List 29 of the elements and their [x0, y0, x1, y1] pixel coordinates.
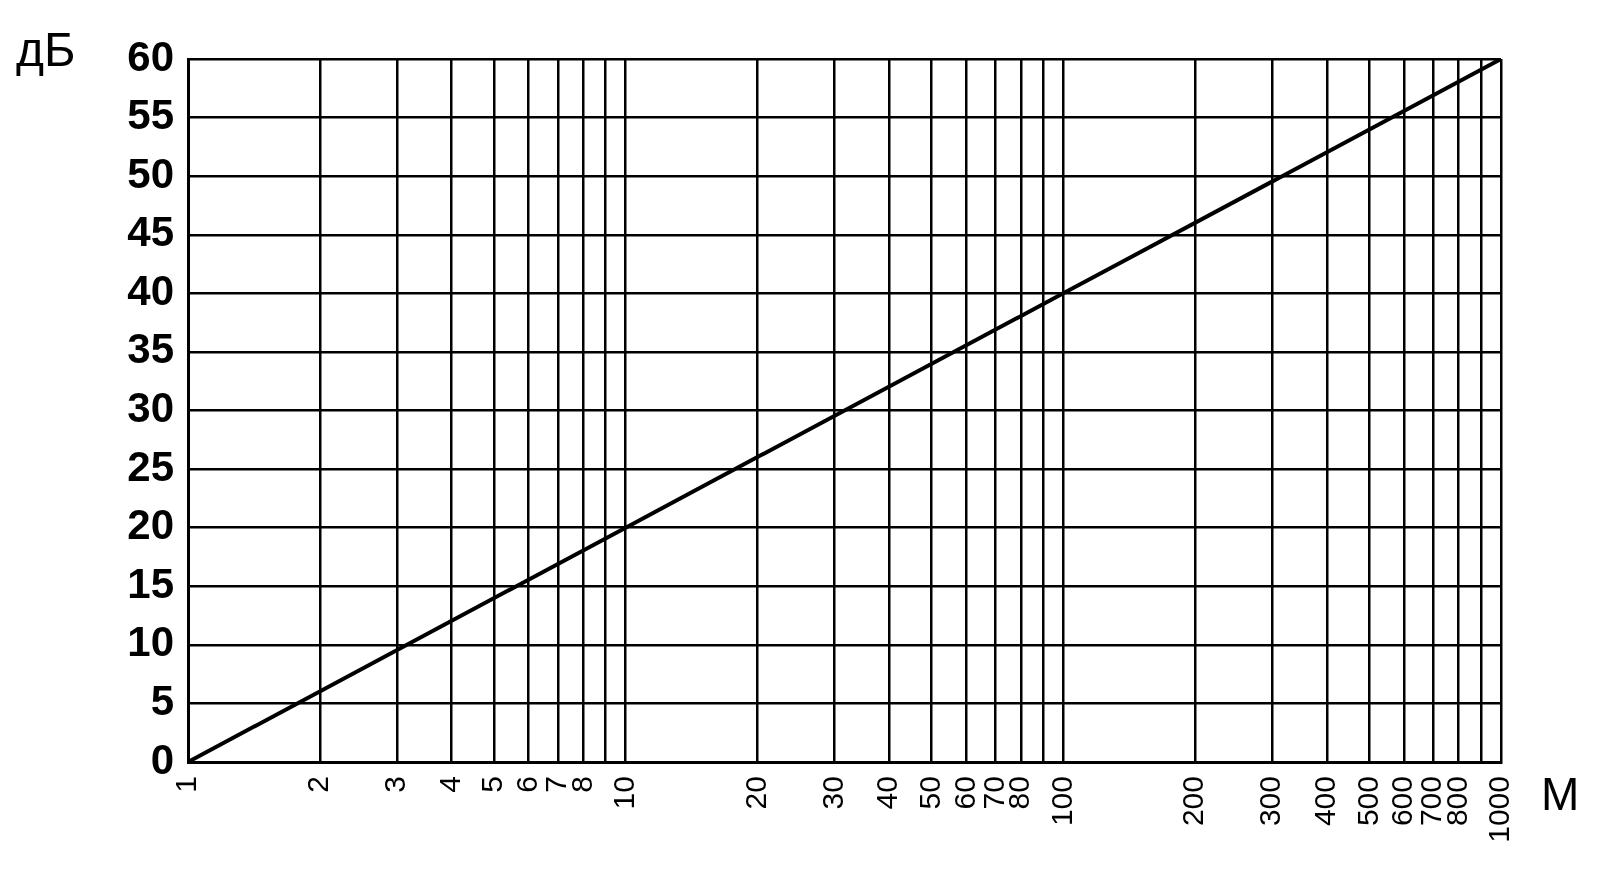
y-tick-label: 25	[127, 442, 174, 490]
x-tick-label: 30	[815, 776, 849, 810]
x-tick-label: 100	[1044, 776, 1078, 827]
x-tick-label: 3	[378, 776, 412, 793]
x-tick-label: 10	[606, 776, 640, 810]
x-axis-title: М	[1541, 768, 1580, 820]
y-axis-title: дБ	[16, 23, 76, 76]
x-tick-label: 40	[870, 776, 904, 810]
y-tick-label: 60	[127, 32, 174, 80]
y-tick-label: 55	[127, 91, 174, 139]
x-tick-label: 200	[1176, 776, 1210, 827]
x-tick-label: 2	[301, 776, 335, 793]
x-tick-label: 400	[1308, 776, 1342, 827]
y-tick-label: 15	[127, 559, 174, 607]
x-tick-label: 1000	[1482, 776, 1516, 843]
x-tick-label: 500	[1350, 776, 1384, 827]
y-tick-label: 5	[150, 676, 174, 724]
y-tick-label: 30	[127, 384, 174, 432]
y-tick-label: 10	[127, 618, 174, 666]
y-tick-label: 40	[127, 266, 174, 314]
x-tick-label: 300	[1253, 776, 1287, 827]
y-tick-label: 20	[127, 501, 174, 549]
x-tick-label: 50	[912, 776, 946, 810]
x-tick-label: 4	[432, 776, 466, 793]
y-tick-label: 35	[127, 325, 174, 373]
x-tick-label: 5	[475, 776, 509, 793]
y-tick-label: 50	[127, 149, 174, 197]
y-tick-label: 45	[127, 208, 174, 256]
x-tick-label: 20	[738, 776, 772, 810]
